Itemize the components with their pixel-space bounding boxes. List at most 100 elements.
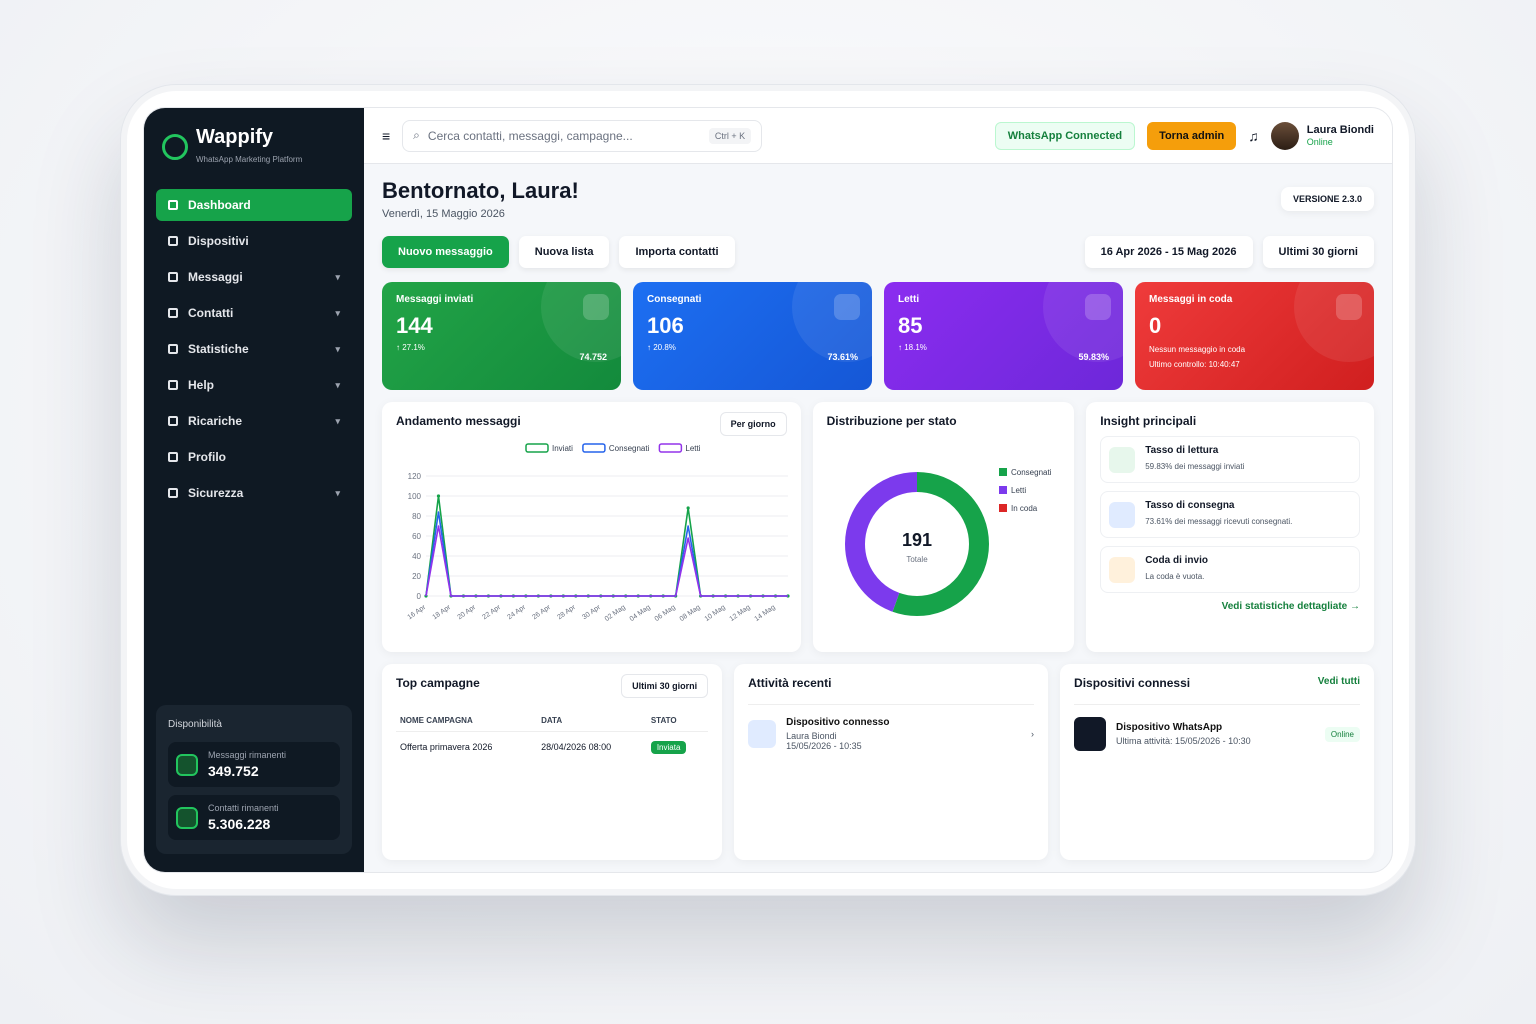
activity-item[interactable]: Dispositivo connesso Laura Biondi 15/05/20…	[748, 704, 1035, 751]
search-icon: ⌕	[413, 128, 420, 142]
devices-title: Dispositivi connessi	[1074, 676, 1191, 690]
insight-text: Tasso di lettura 59.83% dei messaggi invi…	[1145, 445, 1244, 474]
legend-label: In coda	[1011, 504, 1038, 513]
stat-card: Consegnati 106 ↑ 20.8% 73.61%	[633, 282, 872, 390]
insight: Tasso di consegna 73.61% dei messaggi ric…	[1100, 491, 1360, 538]
menu-icon	[168, 344, 178, 354]
stat-value: 0	[1149, 313, 1162, 338]
stat-total: 59.83%	[1078, 352, 1109, 362]
devices-link[interactable]: Vedi tutti	[1317, 676, 1360, 687]
campaigns-table: NOME CAMPAGNA DATA STATO Offerta primavera …	[396, 710, 709, 763]
menu-label: Messaggi	[188, 270, 243, 284]
legend-swatch	[998, 504, 1007, 512]
stat-icon	[583, 294, 609, 320]
series-line	[425, 525, 788, 597]
activity: Attività recenti Dispositivo connesso Laur…	[734, 664, 1049, 860]
period-select[interactable]: Ultimi 30 giorni	[621, 674, 709, 698]
cell-text: 28/04/2026 08:00	[541, 742, 612, 752]
user[interactable]: Laura Biondi Online	[1270, 121, 1374, 150]
menu-item[interactable]: Messaggi ▾	[156, 261, 352, 293]
search-placeholder: Cerca contatti, messaggi, campagne...	[427, 128, 633, 143]
chart-title: Distribuzione per stato	[826, 414, 957, 428]
arrow: ↑	[898, 343, 905, 352]
device-text: Dispositivo WhatsApp Ultima attività: 15/…	[1116, 722, 1251, 746]
activity-list: Dispositivo connesso Laura Biondi 15/05/20…	[748, 704, 1035, 751]
menu-item[interactable]: Statistiche ▾	[156, 333, 352, 365]
menu-item[interactable]: Sicurezza ▾	[156, 477, 352, 509]
period-select[interactable]: Per giorno	[719, 412, 787, 436]
stat-value: 106	[647, 313, 684, 338]
availability-item: Contatti rimanenti 5.306.228	[168, 795, 340, 840]
avatar	[1270, 121, 1299, 150]
point	[436, 494, 441, 498]
change-value: 27.1%	[402, 343, 425, 352]
menu-icon	[168, 200, 178, 210]
legend-label: Letti	[685, 444, 700, 453]
table-header: NOME CAMPAGNA DATA STATO	[396, 710, 709, 732]
activity-text: Dispositivo connesso Laura Biondi 15/05/20…	[786, 717, 889, 751]
action-button[interactable]: Nuovo messaggio	[382, 236, 509, 268]
legend-label: Letti	[1011, 486, 1026, 495]
action-button[interactable]: Nuova lista	[518, 236, 610, 268]
menu-label: Sicurezza	[188, 486, 244, 500]
menu-item[interactable]: Contatti ▾	[156, 297, 352, 329]
series-line	[425, 511, 788, 597]
stat-value: 85	[898, 313, 923, 338]
stat-card: Messaggi inviati 144 ↑ 27.1% 74.752	[382, 282, 621, 390]
insight-icon	[1109, 556, 1136, 583]
stat-label: Letti	[898, 294, 920, 305]
search[interactable]: ⌕ Cerca contatti, messaggi, campagne... Ct…	[402, 119, 763, 152]
availability-text: Contatti rimanenti 5.306.228	[208, 803, 279, 832]
menu-icon	[168, 308, 178, 318]
stat-icon	[1085, 294, 1111, 320]
date-range[interactable]: 16 Apr 2026 - 15 Mag 2026	[1084, 236, 1253, 268]
action-button[interactable]: Importa contatti	[619, 236, 735, 268]
insight-title: Tasso di consegna	[1145, 500, 1235, 511]
table-body: Offerta primavera 2026 28/04/2026 08:00 In…	[396, 732, 708, 763]
menu-item[interactable]: Dashboard	[156, 189, 352, 221]
menu-toggle[interactable]: ≡	[382, 127, 391, 144]
device-activity: Ultima attività: 15/05/2026 - 10:30	[1116, 736, 1251, 746]
menu-item[interactable]: Dispositivi	[156, 225, 352, 257]
availability-value: 349.752	[208, 763, 259, 779]
y-tick-label: 120	[408, 472, 422, 481]
legend-label: Consegnati	[1011, 468, 1052, 477]
arrow: ↑	[647, 343, 654, 352]
insight-desc: 73.61% dei messaggi ricevuti consegnati.	[1145, 517, 1293, 526]
stat-last-check: Ultimo controllo: 10:40:47	[1149, 360, 1240, 369]
admin-button[interactable]: Torna admin	[1147, 121, 1237, 150]
insight-text: Tasso di consegna 73.61% dei messaggi ric…	[1145, 500, 1292, 529]
menu: Dashboard Dispositivi Messaggi ▾ Contatti ▾ St…	[156, 189, 352, 509]
x-tick-label: 14 Mag	[754, 604, 777, 623]
y-tick-label: 0	[417, 592, 422, 601]
menu-item[interactable]: Help ▾	[156, 369, 352, 401]
brand-name: Wappify	[196, 126, 274, 148]
change-value: 20.8%	[653, 343, 676, 352]
activity-title: Dispositivo connesso	[786, 717, 890, 728]
column-header: NOME CAMPAGNA	[396, 710, 538, 732]
activity-title: Attività recenti	[748, 676, 832, 690]
insights-link[interactable]: Vedi statistiche dettagliate →	[1221, 601, 1360, 612]
insight-icon	[1109, 501, 1136, 528]
x-tick-label: 18 Apr	[432, 604, 453, 622]
bell[interactable]: ♫	[1248, 127, 1259, 144]
stat-value: 144	[396, 313, 433, 338]
chevron: ▾	[335, 415, 340, 426]
screen: Wappify WhatsApp Marketing Platform Dashb…	[143, 107, 1393, 873]
x-tick-label: 12 Mag	[729, 604, 752, 623]
greeting: Bentornato, Laura!	[382, 178, 579, 203]
device-icon	[1074, 717, 1107, 751]
menu-icon	[168, 272, 178, 282]
menu-icon	[168, 380, 178, 390]
point	[686, 506, 690, 510]
legend-swatch	[998, 486, 1007, 494]
activity-time: 15/05/2026 - 10:35	[786, 741, 862, 751]
insight-title: Coda di invio	[1145, 555, 1208, 566]
menu-icon	[168, 452, 178, 462]
chevron: ▾	[335, 343, 340, 354]
period-select[interactable]: Ultimi 30 giorni	[1262, 236, 1374, 268]
actions: Nuovo messaggio Nuova lista Importa contat…	[382, 234, 1374, 270]
menu-item[interactable]: Ricariche ▾	[156, 405, 352, 437]
availability: Disponibilità Messaggi rimanenti 349.752 C…	[156, 705, 352, 854]
menu-item[interactable]: Profilo	[156, 441, 352, 473]
